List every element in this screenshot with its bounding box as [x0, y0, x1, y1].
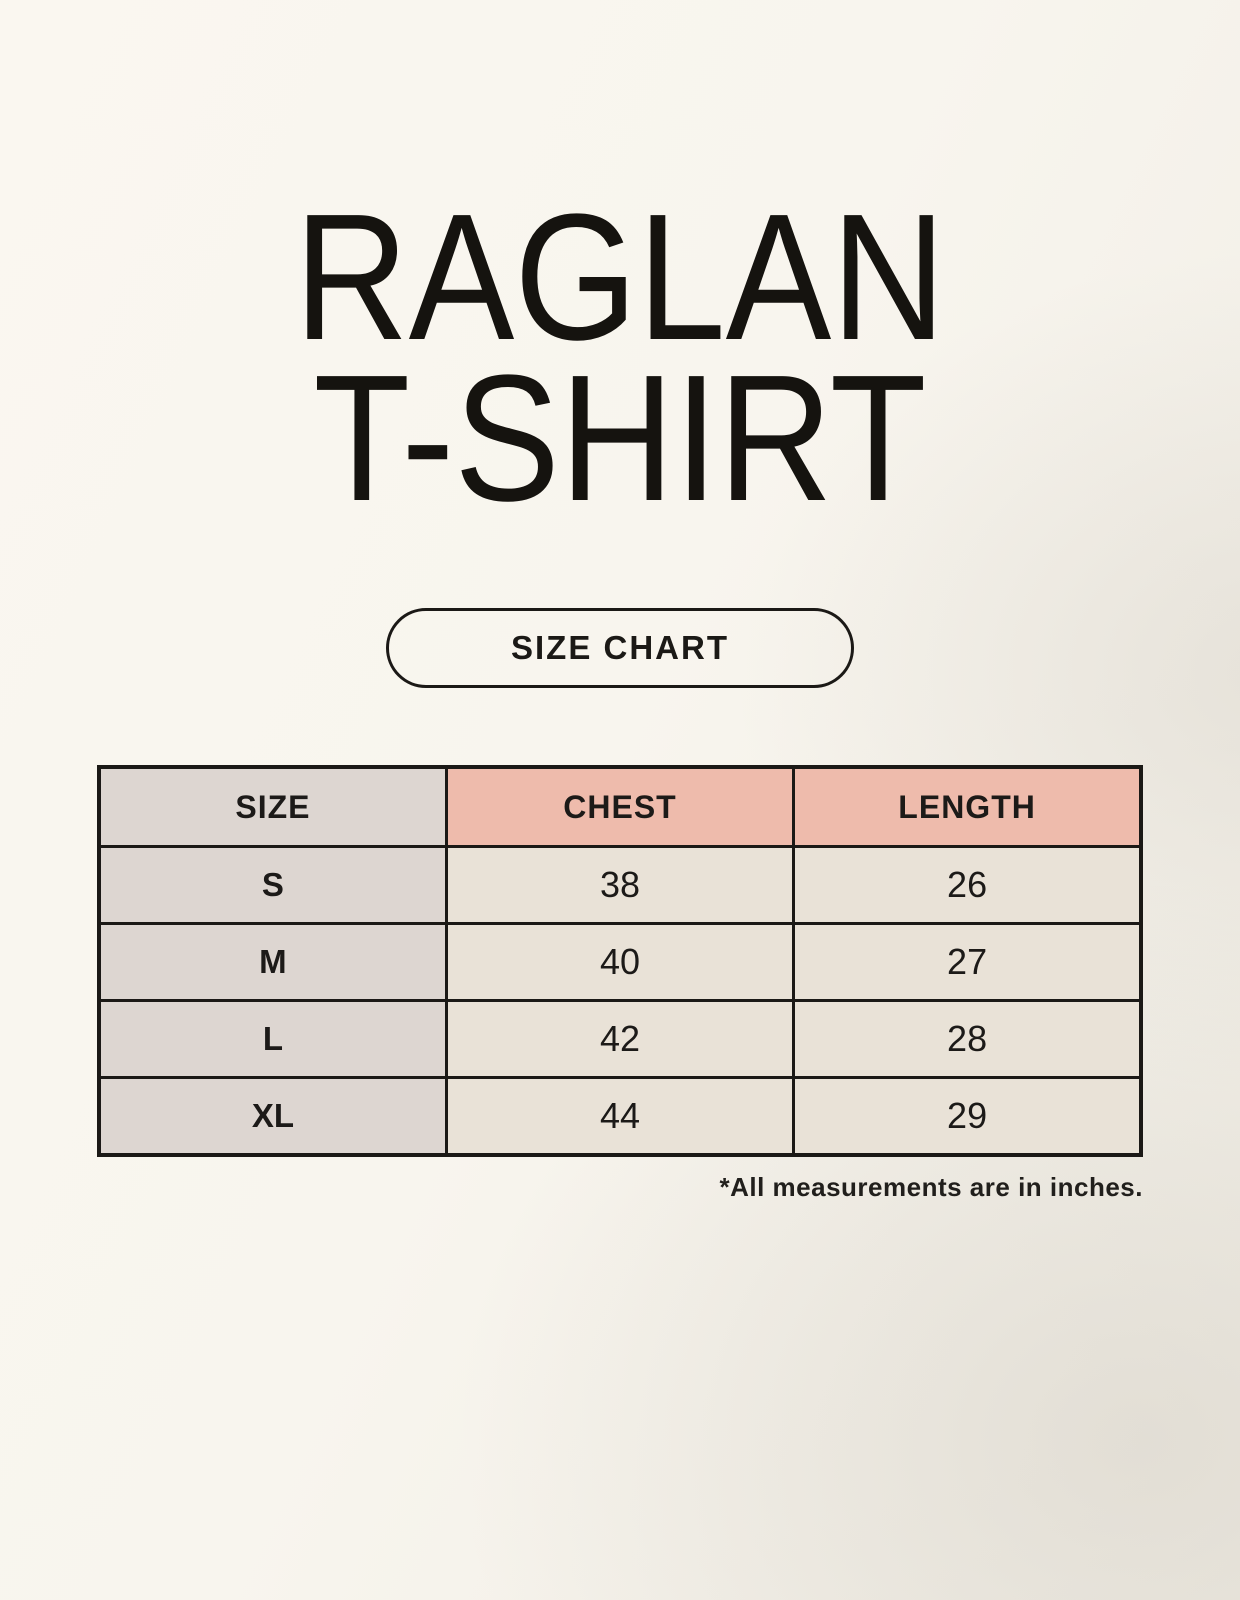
chest-cell: 40	[444, 922, 796, 1002]
length-cell: 28	[792, 999, 1143, 1079]
title-line-1: RAGLAN	[294, 177, 946, 378]
chest-cell: 38	[444, 845, 796, 925]
column-header-chest: CHEST	[444, 765, 796, 848]
size-cell: L	[97, 999, 448, 1079]
measurements-note: *All measurements are in inches.	[719, 1172, 1143, 1202]
length-cell: 26	[792, 845, 1143, 925]
table-row: M 40 27	[97, 922, 1143, 1002]
size-chart-button[interactable]: SIZE CHART	[386, 608, 854, 688]
page-title: RAGLAN T-SHIRT	[160, 0, 1080, 539]
size-chart-button-label: SIZE CHART	[511, 629, 729, 666]
column-header-size: SIZE	[97, 765, 448, 848]
size-cell: M	[97, 922, 448, 1002]
table-header-row: SIZE CHEST LENGTH	[97, 765, 1143, 848]
size-cell: XL	[97, 1076, 448, 1157]
size-table: SIZE CHEST LENGTH S 38 26 M 40 27 L	[97, 765, 1143, 1157]
table-row: L 42 28	[97, 999, 1143, 1079]
title-line-2: T-SHIRT	[313, 338, 927, 539]
size-cell: S	[97, 845, 448, 925]
chest-cell: 42	[444, 999, 796, 1079]
column-header-length: LENGTH	[792, 765, 1143, 848]
table-row: XL 44 29	[97, 1076, 1143, 1157]
chest-cell: 44	[444, 1076, 796, 1157]
length-cell: 27	[792, 922, 1143, 1002]
table-row: S 38 26	[97, 845, 1143, 925]
page-content: RAGLAN T-SHIRT SIZE CHART SIZE CHEST LEN…	[97, 0, 1143, 1203]
length-cell: 29	[792, 1076, 1143, 1157]
